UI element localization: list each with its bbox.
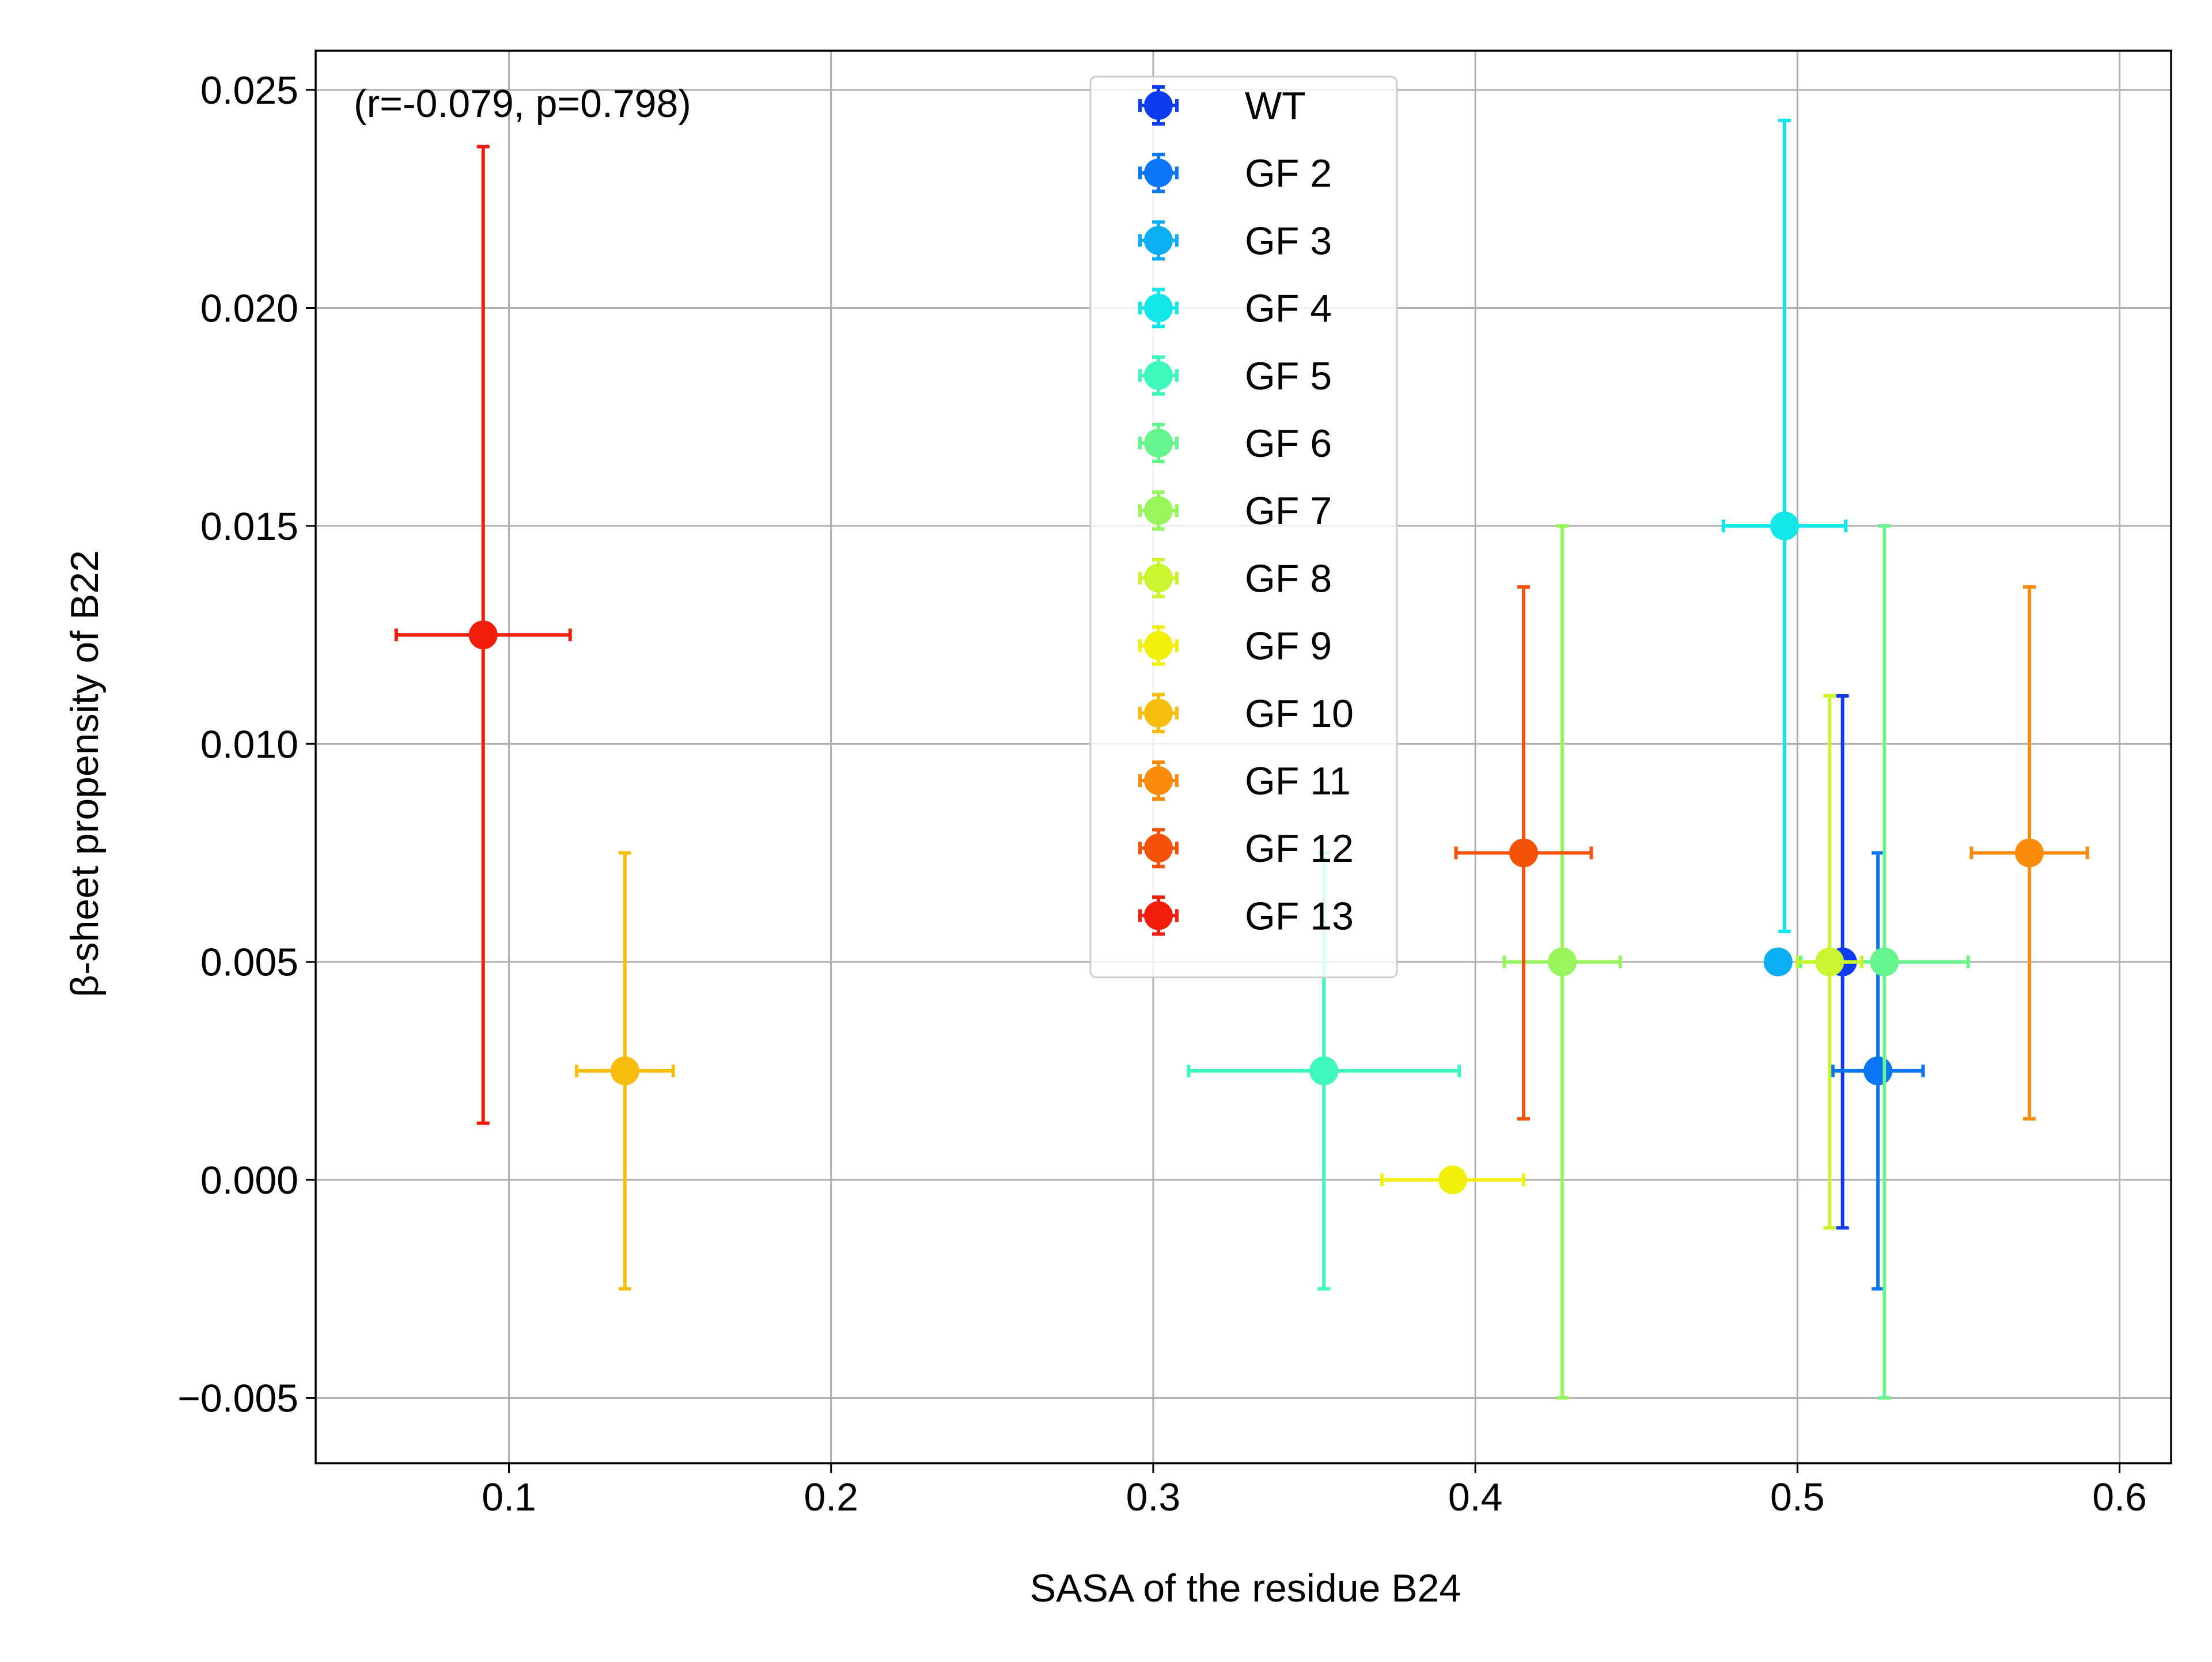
data-marker xyxy=(1863,1056,1893,1085)
legend-item: GF 11 xyxy=(1138,759,1351,803)
legend-marker xyxy=(1144,698,1173,728)
errorbar-point-gf-13 xyxy=(394,145,572,1125)
legend: WT GF 2 GF 3 GF 4 GF 5 GF 6 GF 7 GF 8 GF 9 GF 10 G… xyxy=(1089,75,1398,979)
legend-marker xyxy=(1144,429,1173,457)
legend-marker xyxy=(1144,766,1173,795)
errorbar-point-gf-9 xyxy=(1380,1165,1526,1195)
data-marker xyxy=(1509,838,1539,868)
y-tick-label: 0.025 xyxy=(200,69,298,112)
y-tick-label: 0.015 xyxy=(200,505,298,548)
plot-frame xyxy=(315,50,2172,1464)
data-marker xyxy=(1763,947,1793,976)
legend-label: GF 8 xyxy=(1245,556,1332,600)
errorbar-point-gf-12 xyxy=(1454,585,1593,1121)
data-marker xyxy=(2014,838,2044,868)
data-marker xyxy=(1548,947,1577,976)
data-marker xyxy=(1870,947,1899,976)
legend-label: GF 3 xyxy=(1245,219,1332,263)
legend-item: GF 8 xyxy=(1138,556,1332,600)
data-marker xyxy=(1438,1165,1467,1195)
data-marker xyxy=(1815,947,1844,976)
legend-item: WT xyxy=(1138,84,1306,128)
legend-label: GF 13 xyxy=(1245,894,1354,938)
data-marker xyxy=(1309,1056,1339,1085)
errorbar-point-gf-11 xyxy=(1969,585,2089,1121)
legend-marker xyxy=(1144,158,1173,188)
legend-label: GF 10 xyxy=(1245,692,1354,736)
legend-item: GF 4 xyxy=(1138,287,1332,331)
y-tick-label: −0.005 xyxy=(177,1376,298,1420)
legend-item: GF 5 xyxy=(1138,354,1332,398)
legend-item: GF 9 xyxy=(1138,624,1332,668)
y-tick-label: 0.010 xyxy=(200,722,298,766)
data-marker xyxy=(1770,511,1799,540)
x-tick-label: 0.6 xyxy=(2092,1475,2147,1519)
legend-item: GF 6 xyxy=(1138,422,1332,465)
legend-marker xyxy=(1144,293,1173,323)
legend-marker xyxy=(1144,226,1173,255)
y-tick-label: 0.005 xyxy=(200,941,298,985)
x-axis-label: SASA of the residue B24 xyxy=(1030,1566,1461,1610)
data-marker xyxy=(610,1056,639,1085)
legend-label: GF 7 xyxy=(1245,489,1332,533)
legend-item: GF 12 xyxy=(1138,827,1354,870)
legend-label: GF 6 xyxy=(1245,422,1332,465)
legend-marker xyxy=(1144,91,1173,120)
legend-item: GF 7 xyxy=(1138,489,1332,533)
y-tick-label: 0.020 xyxy=(200,287,298,331)
x-tick-label: 0.5 xyxy=(1770,1475,1825,1519)
legend-marker xyxy=(1144,834,1173,863)
legend-marker xyxy=(1144,496,1173,525)
legend-label: GF 4 xyxy=(1245,287,1332,331)
errorbar-point-gf-8 xyxy=(1796,694,1864,1230)
legend-marker xyxy=(1144,563,1173,593)
legend-item: GF 10 xyxy=(1138,692,1354,736)
x-tick-label: 0.1 xyxy=(482,1475,536,1519)
x-tick-label: 0.3 xyxy=(1126,1475,1181,1519)
legend-item: GF 2 xyxy=(1138,152,1332,195)
legend-label: GF 5 xyxy=(1245,354,1332,398)
y-tick-label: 0.000 xyxy=(200,1159,298,1202)
errorbar-point-gf-10 xyxy=(574,851,675,1291)
data-marker xyxy=(468,620,498,650)
x-tick-label: 0.2 xyxy=(804,1475,858,1519)
legend-label: GF 12 xyxy=(1245,827,1354,870)
legend-label: GF 11 xyxy=(1245,759,1351,803)
x-tick-label: 0.4 xyxy=(1448,1475,1503,1519)
legend-marker xyxy=(1144,631,1173,660)
legend-item: GF 3 xyxy=(1138,219,1332,263)
legend-marker xyxy=(1144,901,1173,930)
data-points xyxy=(394,119,2089,1400)
axis-ticks: 0.1 0.2 0.3 0.4 0.5 0.6 −0.005 0.000 0.005 0.010 0… xyxy=(177,69,2147,1519)
errorbar-point-gf-4 xyxy=(1721,119,1848,933)
legend-marker xyxy=(1144,361,1173,390)
legend-label: GF 9 xyxy=(1245,624,1332,668)
y-axis-label: β-sheet propensity of B22 xyxy=(63,550,107,997)
legend-label: GF 2 xyxy=(1245,152,1332,195)
legend-label: WT xyxy=(1245,84,1306,128)
errorbar-point-gf-3 xyxy=(1763,947,1793,976)
correlation-annotation: (r=-0.079, p=0.798) xyxy=(354,82,691,126)
legend-item: GF 13 xyxy=(1138,894,1354,938)
